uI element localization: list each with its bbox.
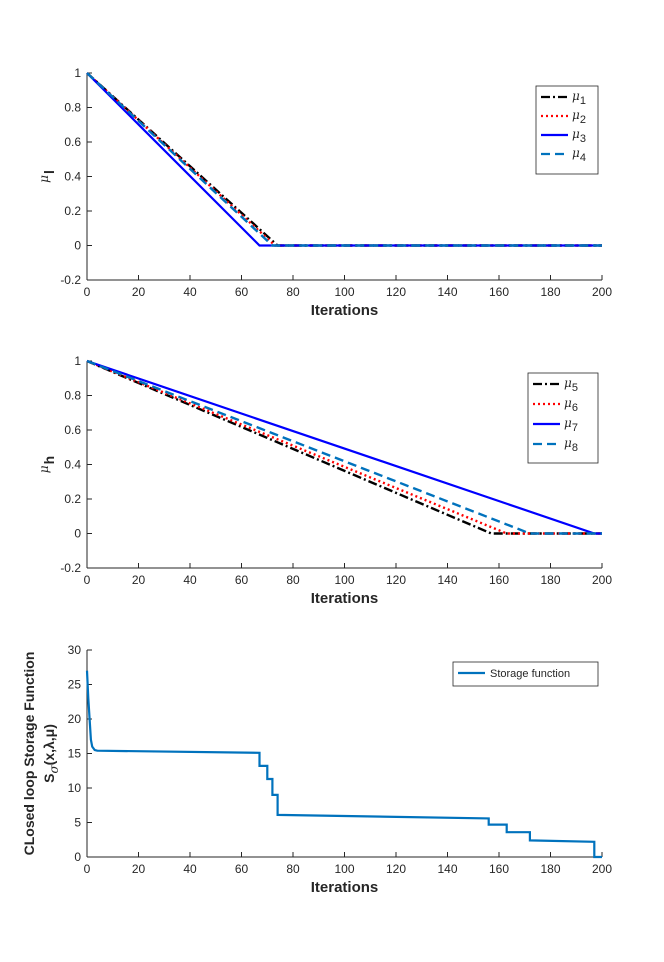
x-tick-label: 0 [84,285,91,299]
legend: μ5 μ6 μ7 μ8 [527,372,599,464]
series-line-2 [86,72,602,247]
y-axis-label-line1: CLosed loop Storage Function [21,652,37,856]
series-line-4 [86,72,602,247]
y-tick-label: 0.8 [64,389,81,403]
x-tick-label: 100 [334,862,354,876]
y-tick-label: 30 [68,643,82,657]
legend-label: μ7 [564,416,578,434]
x-tick-label: 20 [132,862,146,876]
legend-label: μ5 [564,376,578,394]
legend-label: μ1 [572,89,586,107]
y-tick-label: 0 [74,527,81,541]
y-tick-label: 0.2 [64,492,81,506]
legend-label: μ8 [564,436,578,454]
x-tick-label: 200 [592,862,612,876]
x-axis-label: Iterations [311,879,379,896]
legend-label: μ3 [572,127,586,145]
legend-label: μ6 [564,396,578,414]
series-line-4 [86,359,602,535]
y-tick-label: 0.6 [64,135,81,149]
x-tick-label: 80 [286,285,300,299]
legend: Storage function [452,661,599,687]
y-tick-label: 0.6 [64,423,81,437]
y-tick-label: 15 [68,747,82,761]
y-tick-label: 25 [68,678,82,692]
x-tick-label: 60 [235,285,249,299]
legend-label: μ2 [572,108,586,126]
x-tick-label: 180 [540,285,560,299]
x-tick-label: 160 [489,573,509,587]
y-tick-label: -0.2 [60,273,81,287]
legend-box [527,372,599,464]
legend-box [535,85,599,175]
y-tick-label: 0.4 [64,170,81,184]
x-tick-label: 20 [132,285,146,299]
x-tick-label: 140 [437,862,457,876]
x-tick-label: 120 [386,573,406,587]
x-tick-label: 80 [286,573,300,587]
y-tick-label: 0 [74,850,81,864]
y-tick-label: 0.2 [64,204,81,218]
x-tick-label: 40 [183,573,197,587]
y-tick-label: 1 [74,66,81,80]
chart-panel-3: 0 20 40 60 80 100 120 140 160 180 200 0 5 10 15 20 25 30 I… [21,643,612,896]
legend-label: μ4 [572,146,586,164]
series-line-2 [86,359,602,535]
y-axis-label-line2: Sσ(x,λ,μ) [41,724,61,783]
x-tick-label: 100 [334,573,354,587]
y-tick-label: 0 [74,239,81,253]
series-line-3 [86,72,602,247]
y-tick-label: 1 [74,354,81,368]
y-tick-label: 20 [68,712,82,726]
x-tick-label: 40 [183,862,197,876]
x-tick-label: 160 [489,862,509,876]
y-tick-label: -0.2 [60,561,81,575]
x-tick-label: 20 [132,573,146,587]
series-line-1 [86,72,602,247]
x-tick-label: 180 [540,573,560,587]
x-tick-label: 0 [84,862,91,876]
legend-label: Storage function [490,668,570,680]
y-tick-label: 5 [74,816,81,830]
x-tick-label: 100 [334,285,354,299]
x-tick-label: 60 [235,573,249,587]
x-tick-label: 80 [286,862,300,876]
x-tick-label: 160 [489,285,509,299]
x-tick-label: 120 [386,862,406,876]
x-tick-label: 140 [437,285,457,299]
y-axis-label: μh [37,456,57,473]
chart-panel-2: 0 20 40 60 80 100 120 140 160 180 200-0.200.20.40.… [37,354,612,607]
x-axis-label: Iterations [311,302,379,319]
y-axis-label: μl [37,170,57,183]
series-line-3 [86,359,602,535]
x-tick-label: 200 [592,285,612,299]
y-tick-label: 0.4 [64,458,81,472]
x-tick-label: 120 [386,285,406,299]
y-tick-label: 0.8 [64,101,81,115]
x-tick-label: 140 [437,573,457,587]
y-tick-label: 10 [68,781,82,795]
chart-panel-1: 0 20 40 60 80 100 120 140 160 180 200-0.200.20.40.… [37,66,612,319]
x-tick-label: 180 [540,862,560,876]
x-tick-label: 200 [592,573,612,587]
x-axis-label: Iterations [311,590,379,607]
x-tick-label: 60 [235,862,249,876]
x-tick-label: 40 [183,285,197,299]
series-line-1 [85,670,602,859]
x-tick-label: 0 [84,573,91,587]
